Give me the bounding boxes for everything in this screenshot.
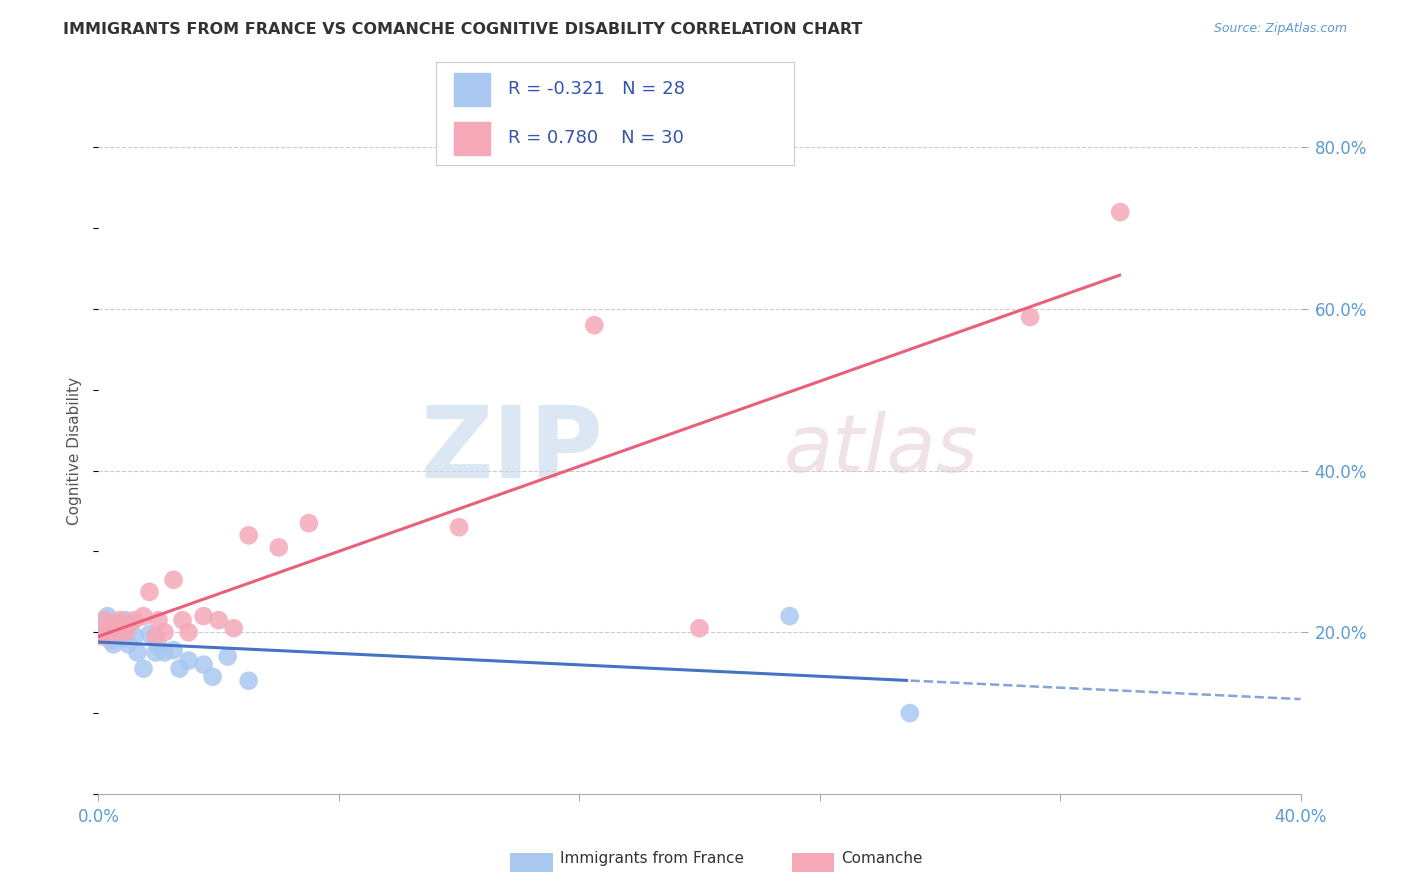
Point	[124, 629, 146, 643]
Point	[96, 629, 118, 643]
Point	[132, 609, 155, 624]
Point	[103, 621, 125, 635]
Point	[145, 629, 167, 643]
Point	[117, 617, 139, 632]
Text: R = 0.780    N = 30: R = 0.780 N = 30	[508, 129, 683, 147]
Point	[217, 649, 239, 664]
Point	[162, 643, 184, 657]
Point	[177, 654, 200, 668]
Text: ZIP: ZIP	[420, 402, 603, 499]
Point	[298, 516, 321, 531]
Point	[108, 613, 131, 627]
Point	[447, 520, 470, 534]
Text: Source: ZipAtlas.com: Source: ZipAtlas.com	[1213, 22, 1347, 36]
Point	[238, 673, 260, 688]
Point	[145, 645, 167, 659]
Point	[93, 613, 115, 627]
Point	[162, 573, 184, 587]
Point	[90, 625, 112, 640]
Point	[1109, 205, 1132, 219]
Point	[583, 318, 606, 333]
Point	[108, 617, 131, 632]
Point	[193, 657, 215, 672]
Point	[111, 632, 134, 646]
Point	[153, 645, 176, 659]
Point	[193, 609, 215, 624]
Point	[689, 621, 711, 635]
Point	[177, 625, 200, 640]
Point	[100, 633, 122, 648]
Point	[238, 528, 260, 542]
Bar	[454, 73, 489, 105]
Point	[93, 613, 115, 627]
Point	[208, 613, 231, 627]
Text: R = -0.321   N = 28: R = -0.321 N = 28	[508, 80, 685, 98]
Point	[127, 645, 149, 659]
Point	[96, 609, 118, 624]
Point	[132, 662, 155, 676]
Point	[148, 640, 170, 654]
Bar	[454, 122, 489, 155]
Y-axis label: Cognitive Disability: Cognitive Disability	[67, 376, 83, 524]
Point	[1019, 310, 1042, 325]
Point	[898, 706, 921, 720]
Point	[105, 625, 128, 640]
Point	[138, 627, 160, 641]
Point	[90, 629, 112, 643]
Point	[153, 625, 176, 640]
Point	[117, 637, 139, 651]
Point	[222, 621, 245, 635]
Text: Comanche: Comanche	[841, 851, 922, 865]
Point	[103, 617, 125, 632]
Point	[267, 541, 290, 555]
Text: IMMIGRANTS FROM FRANCE VS COMANCHE COGNITIVE DISABILITY CORRELATION CHART: IMMIGRANTS FROM FRANCE VS COMANCHE COGNI…	[63, 22, 863, 37]
Point	[105, 627, 128, 641]
Point	[114, 613, 136, 627]
Point	[114, 625, 136, 640]
Point	[96, 629, 118, 643]
Point	[172, 613, 194, 627]
Point	[201, 670, 224, 684]
Text: Immigrants from France: Immigrants from France	[560, 851, 744, 865]
Point	[138, 585, 160, 599]
Text: atlas: atlas	[783, 411, 979, 490]
Point	[100, 621, 122, 635]
Point	[103, 637, 125, 651]
Point	[111, 617, 134, 632]
Point	[124, 613, 146, 627]
Point	[148, 613, 170, 627]
Point	[779, 609, 801, 624]
Point	[169, 662, 191, 676]
